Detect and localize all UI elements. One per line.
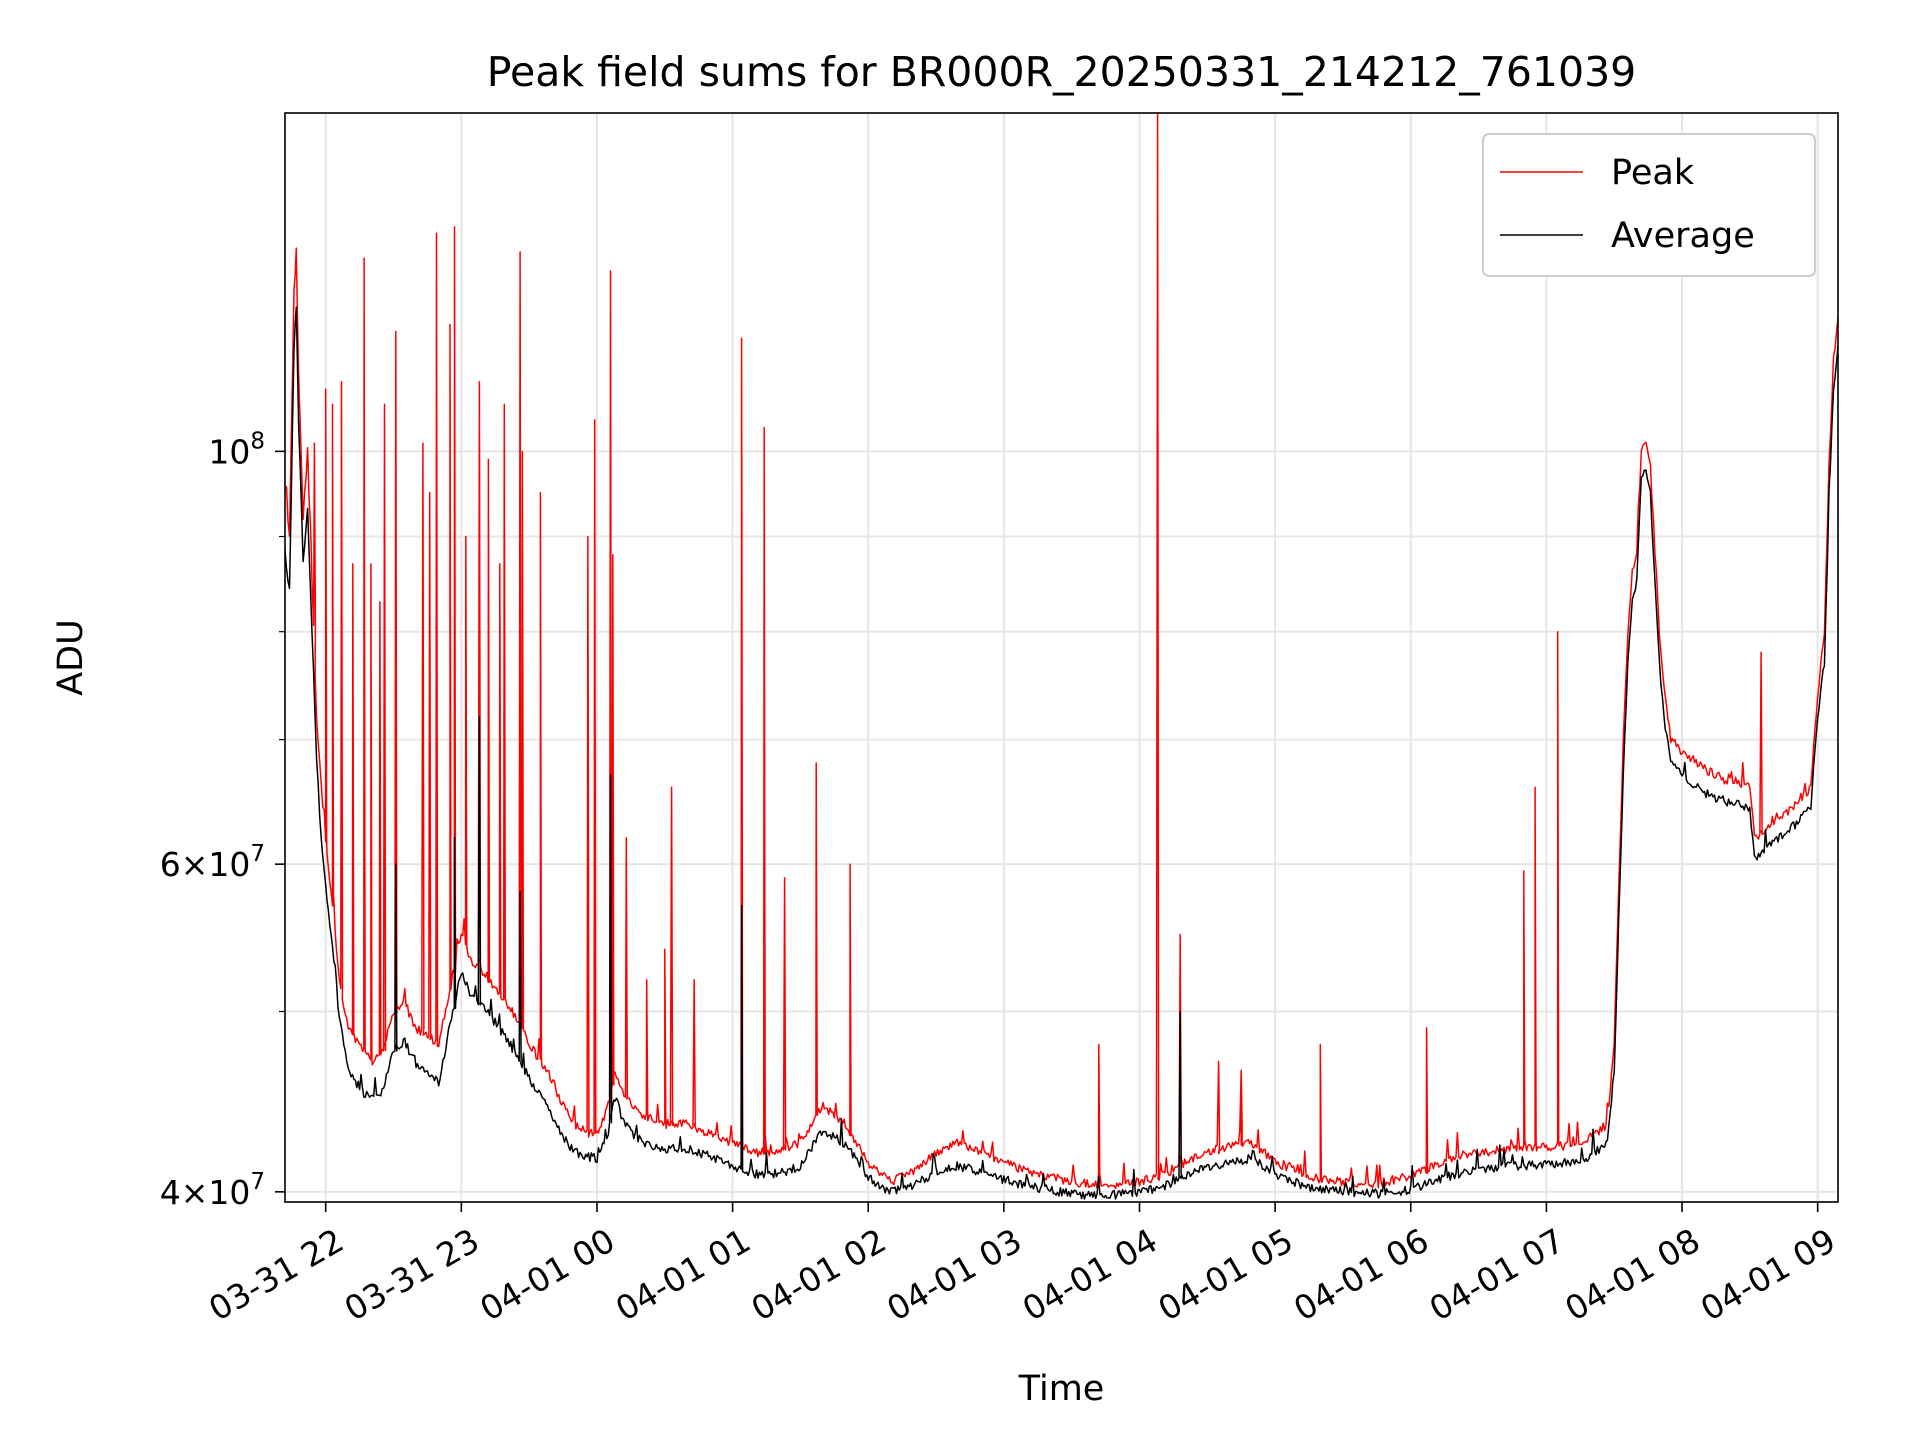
y-axis-label: ADU [51, 619, 91, 696]
chart-title: Peak field sums for BR000R_20250331_2142… [487, 48, 1637, 96]
legend-peak-label: Peak [1611, 153, 1695, 193]
y-tick-label: 6×107 [160, 841, 265, 884]
legend-average-label: Average [1611, 216, 1755, 256]
legend: Peak Average [1483, 134, 1815, 276]
chart: 03-31 2203-31 2304-01 0004-01 0104-01 02… [0, 0, 1920, 1440]
x-axis-label: Time [1018, 1369, 1105, 1409]
y-tick-label: 4×107 [160, 1169, 265, 1212]
